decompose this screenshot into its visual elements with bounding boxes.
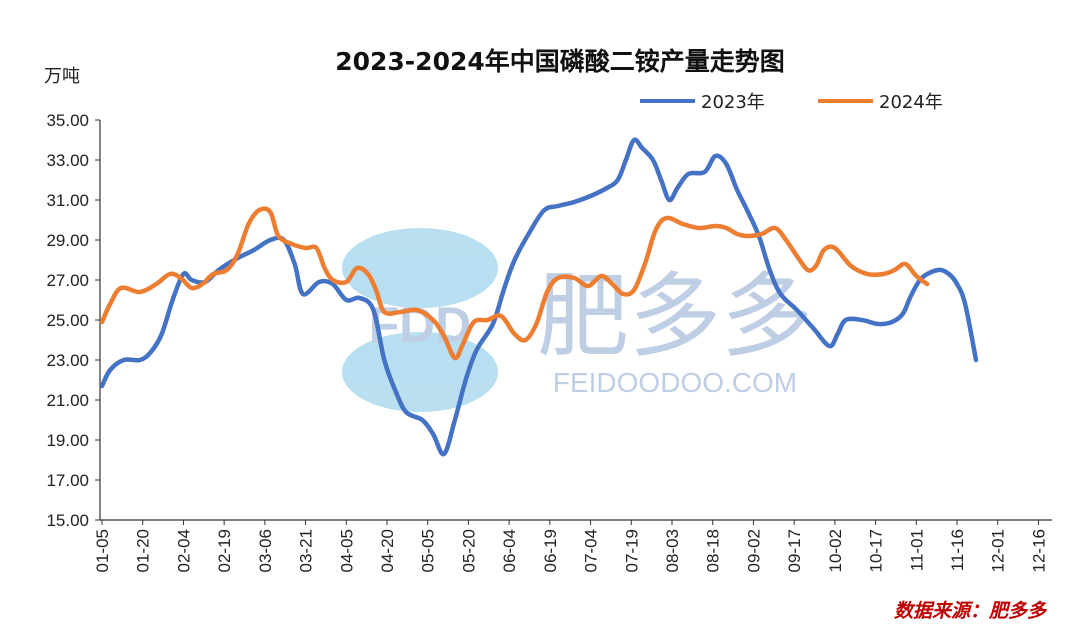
y-tick-label: 33.00: [46, 151, 89, 170]
x-tick-label: 10-17: [867, 529, 886, 572]
watermark-logo-letters: FDD: [369, 297, 472, 353]
x-tick-label: 07-04: [582, 529, 601, 572]
x-tick-label: 01-20: [134, 529, 153, 572]
y-tick-label: 31.00: [46, 191, 89, 210]
y-tick-label: 17.00: [46, 471, 89, 490]
y-axis-unit: 万吨: [44, 66, 80, 87]
x-tick-label: 02-19: [215, 529, 234, 572]
x-tick-label: 03-21: [297, 529, 316, 572]
y-tick-label: 25.00: [46, 311, 89, 330]
x-tick-label: 09-02: [744, 529, 763, 572]
x-tick-label: 09-17: [785, 529, 804, 572]
x-tick-label: 04-20: [378, 529, 397, 572]
x-tick-label: 12-01: [989, 529, 1008, 572]
chart-title: 2023-2024年中国磷酸二铵产量走势图: [335, 47, 785, 76]
watermark-logo-top-leaf: [342, 228, 498, 308]
watermark-url: FEIDOODOO.COM: [553, 367, 797, 398]
series-line-1: [99, 206, 930, 361]
x-tick-label: 06-04: [500, 529, 519, 572]
x-tick-label: 05-05: [419, 529, 438, 572]
x-tick-label: 02-04: [174, 529, 193, 572]
y-tick-label: 29.00: [46, 231, 89, 250]
x-tick-label: 12-16: [1029, 529, 1048, 572]
data-source: 数据来源：肥多多: [894, 600, 1048, 622]
x-tick-label: 05-20: [459, 529, 478, 572]
x-tick-label: 11-16: [948, 529, 967, 571]
x-tick-label: 06-19: [541, 529, 560, 572]
y-tick-label: 21.00: [46, 391, 89, 410]
y-tick-label: 35.00: [46, 111, 89, 130]
x-tick-label: 08-03: [663, 529, 682, 572]
series-lines: [99, 137, 979, 457]
legend-label-2023: 2023年: [701, 92, 765, 113]
y-tick-label: 15.00: [46, 511, 89, 530]
series-line-0: [99, 137, 979, 457]
y-tick-label: 23.00: [46, 351, 89, 370]
x-tick-label: 10-02: [826, 529, 845, 572]
x-tick-label: 04-05: [337, 529, 356, 572]
y-tick-label: 19.00: [46, 431, 89, 450]
legend-label-2024: 2024年: [879, 92, 943, 113]
x-tick-label: 03-06: [256, 529, 275, 572]
x-tick-label: 08-18: [704, 529, 723, 572]
x-tick-label: 07-19: [622, 529, 641, 572]
y-tick-label: 27.00: [46, 271, 89, 290]
x-tick-label: 01-05: [93, 529, 112, 572]
axes: 15.00 17.00 19.00 21.00 23.00 25.00 27.00 29.00…: [46, 111, 1052, 572]
legend: 2023年 2024年: [640, 92, 943, 113]
x-tick-label: 11-01: [907, 529, 926, 571]
watermark: FDD 肥多多 FEIDOODOO.COM: [342, 228, 813, 412]
